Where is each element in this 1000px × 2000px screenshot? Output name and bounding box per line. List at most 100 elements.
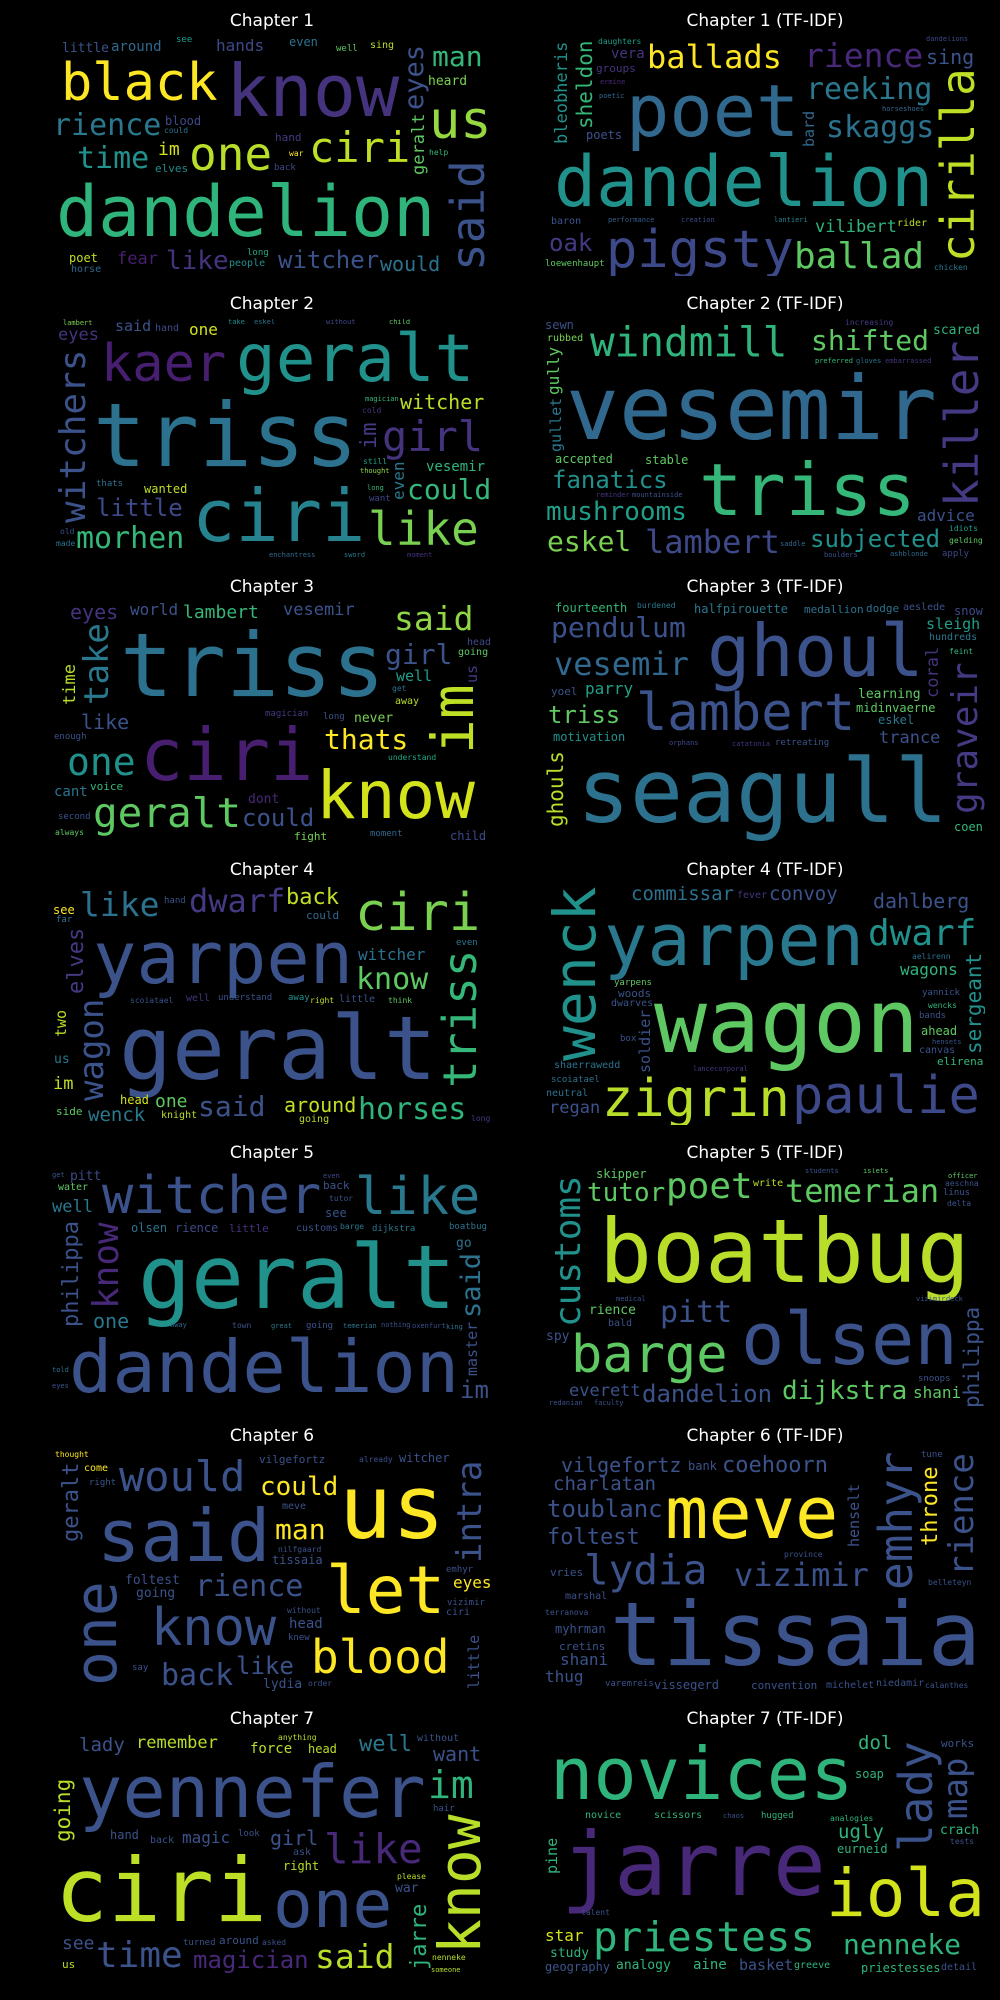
cloud-word: king xyxy=(446,1323,463,1331)
cloud-word: sing xyxy=(370,40,395,51)
panel-title: Chapter 7 (TF-IDF) xyxy=(686,1709,844,1729)
wordcloud-panel: Chapter 4 (TF-IDF) wagon yarpen paulie wenck… xyxy=(545,859,985,1129)
cloud-word: thought xyxy=(55,1451,89,1459)
cloud-word: us xyxy=(429,91,492,151)
cloud-word: morhen xyxy=(76,521,185,556)
cloud-word: deck xyxy=(946,1295,963,1303)
cloud-word: vilgefortz xyxy=(561,1453,682,1477)
cloud-word: eskel xyxy=(547,525,632,558)
cloud-word: poet xyxy=(626,69,800,153)
cloud-word: second xyxy=(58,812,91,822)
cloud-word: fight xyxy=(294,830,328,842)
cloud-word: cold xyxy=(362,406,382,415)
cloud-word: snow xyxy=(954,604,983,618)
cloud-word: long xyxy=(247,248,269,258)
cloud-word: cant xyxy=(54,784,88,800)
cloud-word: going xyxy=(299,1114,330,1125)
cloud-word: gullet xyxy=(547,397,565,452)
cloud-word: eyes xyxy=(52,1382,69,1390)
cloud-word: ciri xyxy=(446,1607,471,1618)
cloud-word: intra xyxy=(450,1460,490,1563)
cloud-word: ballads xyxy=(647,38,782,76)
cloud-word: turned xyxy=(183,1938,216,1948)
cloud-word: aine xyxy=(693,1957,727,1973)
word-cloud: triss ciri geralt witchers kaer like girl morhe… xyxy=(52,319,492,559)
cloud-word: crach xyxy=(940,1823,980,1838)
cloud-word: eskel xyxy=(878,713,915,727)
cloud-word: coehoorn xyxy=(722,1453,828,1478)
cloud-word: im xyxy=(357,422,382,450)
cloud-word: said xyxy=(394,602,474,638)
word-cloud: geralt yarpen ciri triss dwarf said like know wa… xyxy=(52,885,492,1125)
cloud-word: girl xyxy=(382,412,484,461)
cloud-word: rubbed xyxy=(547,333,584,344)
panel-title: Chapter 5 xyxy=(229,1143,315,1163)
cloud-word: eyes xyxy=(58,325,99,345)
cloud-word: even xyxy=(289,36,318,49)
cloud-word: delta xyxy=(947,1199,972,1208)
cloud-word: aeslede xyxy=(903,602,946,613)
cloud-word: talent xyxy=(581,1908,610,1917)
cloud-word: head xyxy=(120,1093,149,1107)
cloud-word: wanted xyxy=(144,482,188,496)
cloud-word: someone xyxy=(431,1966,461,1974)
cloud-word: midinvaerne xyxy=(856,701,936,715)
cloud-word: foltest xyxy=(125,1573,180,1588)
cloud-word: witcher xyxy=(399,1451,450,1465)
cloud-word: linus xyxy=(943,1188,971,1198)
cloud-word: said xyxy=(441,160,492,271)
cloud-word: head xyxy=(467,637,492,648)
cloud-word: knight xyxy=(161,1110,198,1121)
cloud-word: could xyxy=(306,909,340,922)
cloud-word: eyes xyxy=(399,44,430,110)
cloud-word: horses xyxy=(358,1092,467,1125)
cloud-word: rience xyxy=(53,108,162,143)
cloud-word: voice xyxy=(90,780,124,793)
wordcloud-panel: Chapter 7 (TF-IDF) jarre novices iola lady pr… xyxy=(545,1708,985,1978)
cloud-word: im xyxy=(419,684,487,754)
cloud-word: could xyxy=(260,1472,339,1502)
cloud-word: commissar xyxy=(631,885,734,905)
cloud-word: could xyxy=(407,473,492,506)
cloud-word: fever xyxy=(737,890,768,901)
cloud-word: embarrassed xyxy=(885,357,932,365)
cloud-word: bard xyxy=(800,110,818,147)
cloud-word: already xyxy=(359,1455,393,1464)
wordcloud-panel: Chapter 4 geralt yarpen ciri triss dwarf said l… xyxy=(52,859,492,1129)
cloud-word: im xyxy=(158,139,180,160)
cloud-word: even xyxy=(389,461,408,500)
cloud-word: order xyxy=(308,1679,333,1688)
cloud-word: great xyxy=(271,1322,293,1330)
cloud-word: going xyxy=(458,647,489,658)
cloud-word: lancecorporal xyxy=(693,1065,748,1073)
cloud-word: star xyxy=(545,1926,584,1945)
cloud-word: long xyxy=(323,712,345,722)
cloud-word: vilgefortz xyxy=(259,1453,326,1466)
wordcloud-panel: Chapter 5 geralt dandelion witcher know like w… xyxy=(52,1142,492,1412)
cloud-word: killer xyxy=(935,340,985,507)
cloud-word: geralt xyxy=(93,789,242,837)
cloud-word: soap xyxy=(855,1767,884,1781)
cloud-word: triss xyxy=(548,701,621,729)
cloud-word: marshal xyxy=(565,1591,608,1602)
cloud-word: take xyxy=(228,319,245,326)
cloud-word: nenneke xyxy=(843,1928,962,1961)
cloud-word: chicken xyxy=(934,263,968,272)
cloud-word: back xyxy=(286,885,339,910)
cloud-word: geography xyxy=(545,1960,611,1974)
cloud-word: little xyxy=(96,494,183,522)
cloud-word: well xyxy=(359,1734,412,1757)
cloud-word: convention xyxy=(751,1679,818,1691)
cloud-word: lambert xyxy=(645,523,780,559)
cloud-word: sheldon xyxy=(573,40,597,129)
cloud-word: dwarf xyxy=(868,913,977,954)
cloud-word: poet xyxy=(69,251,98,265)
cloud-word: scissors xyxy=(654,1810,703,1821)
cloud-word: sword xyxy=(344,551,366,559)
cloud-word: throne xyxy=(918,1466,943,1546)
cloud-word: customs xyxy=(548,1175,589,1327)
cloud-word: oak xyxy=(549,229,593,257)
cloud-word: lantieri xyxy=(774,216,808,224)
cloud-word: like xyxy=(355,1168,481,1227)
cloud-word: groups xyxy=(596,62,636,75)
